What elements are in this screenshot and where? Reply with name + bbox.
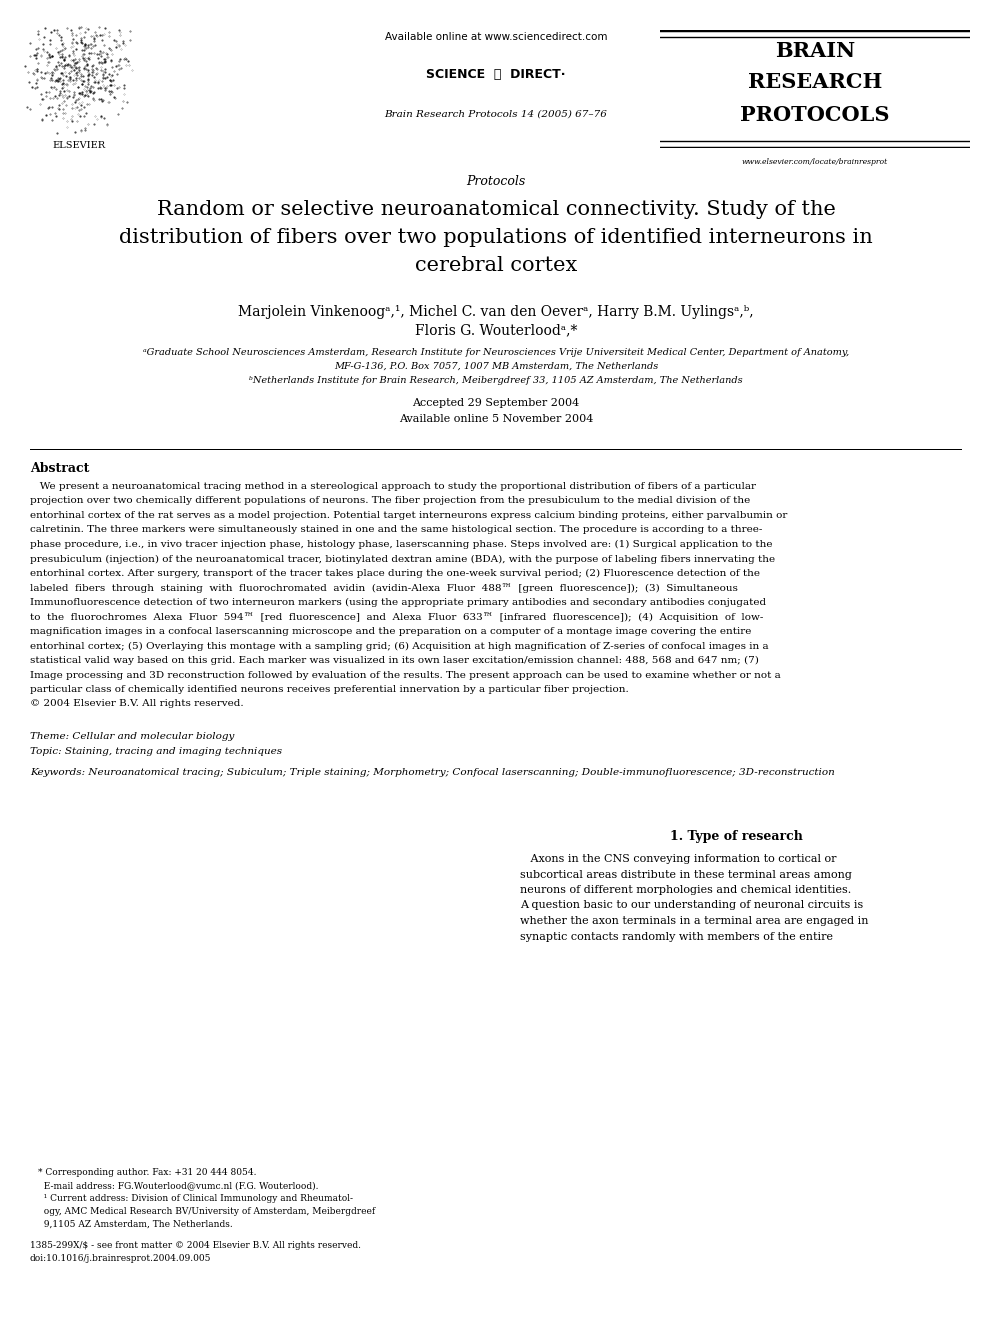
Text: * Corresponding author. Fax: +31 20 444 8054.: * Corresponding author. Fax: +31 20 444 … (38, 1168, 257, 1177)
Text: to  the  fluorochromes  Alexa  Fluor  594™  [red  fluorescence]  and  Alexa  Flu: to the fluorochromes Alexa Fluor 594™ [r… (30, 613, 764, 622)
Text: particular class of chemically identified neurons receives preferential innervat: particular class of chemically identifie… (30, 685, 629, 695)
Text: A question basic to our understanding of neuronal circuits is: A question basic to our understanding of… (520, 901, 863, 910)
Text: Floris G. Wouterloodᵃ,*: Floris G. Wouterloodᵃ,* (415, 323, 577, 337)
Text: labeled  fibers  through  staining  with  fluorochromated  avidin  (avidin-Alexa: labeled fibers through staining with flu… (30, 583, 738, 593)
Text: BRAIN: BRAIN (775, 41, 855, 61)
Text: Protocols: Protocols (466, 175, 526, 188)
Text: cerebral cortex: cerebral cortex (415, 255, 577, 275)
Text: entorhinal cortex; (5) Overlaying this montage with a sampling grid; (6) Acquisi: entorhinal cortex; (5) Overlaying this m… (30, 642, 769, 651)
Text: SCIENCE  ⓐ  DIRECT·: SCIENCE ⓐ DIRECT· (427, 67, 565, 81)
Text: ᵃGraduate School Neurosciences Amsterdam, Research Institute for Neurosciences V: ᵃGraduate School Neurosciences Amsterdam… (143, 348, 849, 357)
Text: 1. Type of research: 1. Type of research (670, 830, 803, 843)
Text: distribution of fibers over two populations of identified interneurons in: distribution of fibers over two populati… (119, 228, 873, 247)
Text: Image processing and 3D reconstruction followed by evaluation of the results. Th: Image processing and 3D reconstruction f… (30, 671, 781, 680)
Text: Random or selective neuroanatomical connectivity. Study of the: Random or selective neuroanatomical conn… (157, 200, 835, 220)
Text: 9,1105 AZ Amsterdam, The Netherlands.: 9,1105 AZ Amsterdam, The Netherlands. (38, 1220, 233, 1229)
Text: entorhinal cortex of the rat serves as a model projection. Potential target inte: entorhinal cortex of the rat serves as a… (30, 511, 788, 520)
Text: projection over two chemically different populations of neurons. The fiber proje: projection over two chemically different… (30, 496, 750, 505)
Text: ELSEVIER: ELSEVIER (53, 140, 105, 149)
Text: PROTOCOLS: PROTOCOLS (740, 105, 890, 124)
Text: phase procedure, i.e., in vivo tracer injection phase, histology phase, lasersca: phase procedure, i.e., in vivo tracer in… (30, 540, 773, 549)
Text: RESEARCH: RESEARCH (748, 71, 882, 91)
Text: entorhinal cortex. After surgery, transport of the tracer takes place during the: entorhinal cortex. After surgery, transp… (30, 569, 760, 578)
Text: ¹ Current address: Division of Clinical Immunology and Rheumatol-: ¹ Current address: Division of Clinical … (38, 1193, 353, 1203)
Text: Available online 5 November 2004: Available online 5 November 2004 (399, 414, 593, 423)
Text: Abstract: Abstract (30, 462, 89, 475)
Text: Topic: Staining, tracing and imaging techniques: Topic: Staining, tracing and imaging tec… (30, 747, 282, 755)
Text: Available online at www.sciencedirect.com: Available online at www.sciencedirect.co… (385, 32, 607, 42)
Text: Accepted 29 September 2004: Accepted 29 September 2004 (413, 398, 579, 407)
Text: whether the axon terminals in a terminal area are engaged in: whether the axon terminals in a terminal… (520, 916, 869, 926)
Text: Marjolein Vinkenoogᵃ,¹, Michel C. van den Oeverᵃ, Harry B.M. Uylingsᵃ,ᵇ,: Marjolein Vinkenoogᵃ,¹, Michel C. van de… (238, 306, 754, 319)
Text: Immunofluorescence detection of two interneuron markers (using the appropriate p: Immunofluorescence detection of two inte… (30, 598, 766, 607)
Text: Theme: Cellular and molecular biology: Theme: Cellular and molecular biology (30, 732, 234, 741)
Text: E-mail address: FG.Wouterlood@vumc.nl (F.G. Wouterlood).: E-mail address: FG.Wouterlood@vumc.nl (F… (38, 1181, 318, 1189)
Text: ogy, AMC Medical Research BV/University of Amsterdam, Meibergdreef: ogy, AMC Medical Research BV/University … (38, 1207, 375, 1216)
Text: Keywords: Neuroanatomical tracing; Subiculum; Triple staining; Morphometry; Conf: Keywords: Neuroanatomical tracing; Subic… (30, 767, 834, 777)
Text: 1385-299X/$ - see front matter © 2004 Elsevier B.V. All rights reserved.: 1385-299X/$ - see front matter © 2004 El… (30, 1241, 361, 1250)
Text: We present a neuroanatomical tracing method in a stereological approach to study: We present a neuroanatomical tracing met… (30, 482, 756, 491)
Text: www.elsevier.com/locate/brainresprot: www.elsevier.com/locate/brainresprot (742, 157, 888, 165)
Text: © 2004 Elsevier B.V. All rights reserved.: © 2004 Elsevier B.V. All rights reserved… (30, 700, 244, 709)
Text: synaptic contacts randomly with members of the entire: synaptic contacts randomly with members … (520, 931, 833, 942)
Text: Brain Research Protocols 14 (2005) 67–76: Brain Research Protocols 14 (2005) 67–76 (385, 110, 607, 119)
Text: MF-G-136, P.O. Box 7057, 1007 MB Amsterdam, The Netherlands: MF-G-136, P.O. Box 7057, 1007 MB Amsterd… (334, 363, 658, 370)
Text: ᵇNetherlands Institute for Brain Research, Meibergdreef 33, 1105 AZ Amsterdam, T: ᵇNetherlands Institute for Brain Researc… (249, 376, 743, 385)
Text: doi:10.1016/j.brainresprot.2004.09.005: doi:10.1016/j.brainresprot.2004.09.005 (30, 1254, 211, 1263)
Text: calretinin. The three markers were simultaneously stained in one and the same hi: calretinin. The three markers were simul… (30, 525, 763, 534)
Text: presubiculum (injection) of the neuroanatomical tracer, biotinylated dextran ami: presubiculum (injection) of the neuroana… (30, 554, 775, 564)
Text: neurons of different morphologies and chemical identities.: neurons of different morphologies and ch… (520, 885, 851, 894)
Text: statistical valid way based on this grid. Each marker was visualized in its own : statistical valid way based on this grid… (30, 656, 759, 665)
Text: subcortical areas distribute in these terminal areas among: subcortical areas distribute in these te… (520, 869, 852, 880)
Text: magnification images in a confocal laserscanning microscope and the preparation : magnification images in a confocal laser… (30, 627, 751, 636)
Text: Axons in the CNS conveying information to cortical or: Axons in the CNS conveying information t… (520, 855, 836, 864)
